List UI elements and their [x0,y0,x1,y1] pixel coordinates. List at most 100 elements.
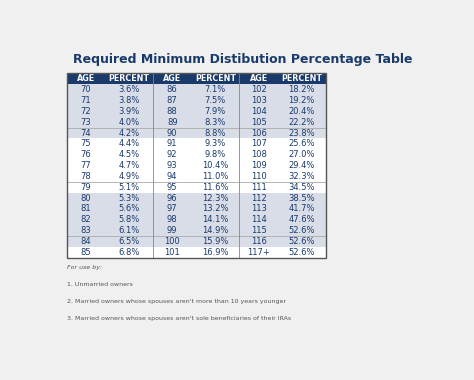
Text: 6.5%: 6.5% [118,237,140,246]
Text: For use by:: For use by: [66,265,102,270]
Text: Required Minimum Distibution Percentage Table: Required Minimum Distibution Percentage … [73,53,413,66]
Text: 74: 74 [81,128,91,138]
Text: 22.2%: 22.2% [289,118,315,127]
Text: 85: 85 [81,248,91,257]
Text: 87: 87 [167,96,178,105]
FancyBboxPatch shape [66,225,326,236]
Text: 103: 103 [251,96,266,105]
FancyBboxPatch shape [66,138,326,149]
Text: 76: 76 [81,150,91,159]
Text: PERCENT: PERCENT [195,74,236,83]
Text: 5.8%: 5.8% [118,215,140,224]
Text: 91: 91 [167,139,177,148]
FancyBboxPatch shape [66,160,326,171]
Text: 113: 113 [251,204,266,214]
FancyBboxPatch shape [66,84,326,95]
Text: 14.9%: 14.9% [202,226,228,235]
Text: 79: 79 [81,183,91,192]
Text: 11.6%: 11.6% [202,183,228,192]
Text: 34.5%: 34.5% [289,183,315,192]
Text: PERCENT: PERCENT [281,74,322,83]
Text: 27.0%: 27.0% [289,150,315,159]
FancyBboxPatch shape [66,149,326,160]
Text: 41.7%: 41.7% [289,204,315,214]
Text: 94: 94 [167,172,177,181]
Text: 4.7%: 4.7% [118,161,140,170]
Text: 5.1%: 5.1% [118,183,140,192]
Text: 9.3%: 9.3% [205,139,226,148]
Text: 2. Married owners whose spouses aren't more than 10 years younger: 2. Married owners whose spouses aren't m… [66,299,286,304]
Text: 12.3%: 12.3% [202,193,228,203]
Text: 6.1%: 6.1% [118,226,140,235]
Text: 4.2%: 4.2% [118,128,140,138]
Text: 98: 98 [167,215,178,224]
Text: 96: 96 [167,193,178,203]
Text: 78: 78 [81,172,91,181]
Text: 5.3%: 5.3% [118,193,140,203]
Text: 70: 70 [81,85,91,94]
FancyBboxPatch shape [66,171,326,182]
Text: 93: 93 [167,161,178,170]
Text: 29.4%: 29.4% [289,161,315,170]
Text: 99: 99 [167,226,177,235]
Text: 95: 95 [167,183,177,192]
Text: 5.6%: 5.6% [118,204,140,214]
Text: 7.5%: 7.5% [205,96,226,105]
Text: 38.5%: 38.5% [288,193,315,203]
Text: 90: 90 [167,128,177,138]
Text: 3. Married owners whose spouses aren't sole beneficiaries of their IRAs: 3. Married owners whose spouses aren't s… [66,316,291,321]
FancyBboxPatch shape [66,204,326,214]
Text: 47.6%: 47.6% [288,215,315,224]
Text: 115: 115 [251,226,266,235]
Text: 10.4%: 10.4% [202,161,228,170]
Text: 11.0%: 11.0% [202,172,228,181]
Text: 105: 105 [251,118,266,127]
Text: 102: 102 [251,85,266,94]
Text: 3.6%: 3.6% [118,85,140,94]
Text: 52.6%: 52.6% [289,248,315,257]
Text: 18.2%: 18.2% [289,85,315,94]
Text: 16.9%: 16.9% [202,248,228,257]
Text: 75: 75 [81,139,91,148]
Text: 101: 101 [164,248,180,257]
Text: 4.9%: 4.9% [118,172,140,181]
Text: 6.8%: 6.8% [118,248,140,257]
FancyBboxPatch shape [66,247,326,258]
Text: AGE: AGE [77,74,95,83]
Text: 14.1%: 14.1% [202,215,228,224]
FancyBboxPatch shape [66,193,326,204]
Text: 111: 111 [251,183,266,192]
Text: 114: 114 [251,215,266,224]
Text: AGE: AGE [163,74,181,83]
Text: 72: 72 [81,107,91,116]
Text: 106: 106 [251,128,266,138]
Text: AGE: AGE [249,74,268,83]
FancyBboxPatch shape [66,128,326,138]
Text: 86: 86 [167,85,178,94]
Text: 83: 83 [81,226,91,235]
Text: 7.9%: 7.9% [205,107,226,116]
Text: 104: 104 [251,107,266,116]
Text: 3.8%: 3.8% [118,96,140,105]
Text: 88: 88 [167,107,178,116]
FancyBboxPatch shape [66,106,326,117]
Text: 15.9%: 15.9% [202,237,228,246]
FancyBboxPatch shape [66,214,326,225]
Text: 109: 109 [251,161,266,170]
Text: 116: 116 [251,237,266,246]
FancyBboxPatch shape [66,236,326,247]
Text: 4.5%: 4.5% [118,150,140,159]
Text: 52.6%: 52.6% [289,237,315,246]
Text: PERCENT: PERCENT [109,74,149,83]
Text: 9.8%: 9.8% [205,150,226,159]
Text: 100: 100 [164,237,180,246]
FancyBboxPatch shape [66,182,326,193]
Text: 1. Unmarried owners: 1. Unmarried owners [66,282,132,287]
Text: 107: 107 [251,139,266,148]
Text: 110: 110 [251,172,266,181]
Text: 3.9%: 3.9% [118,107,140,116]
Text: 4.0%: 4.0% [118,118,140,127]
FancyBboxPatch shape [66,117,326,128]
Text: 82: 82 [81,215,91,224]
Text: 117+: 117+ [247,248,270,257]
